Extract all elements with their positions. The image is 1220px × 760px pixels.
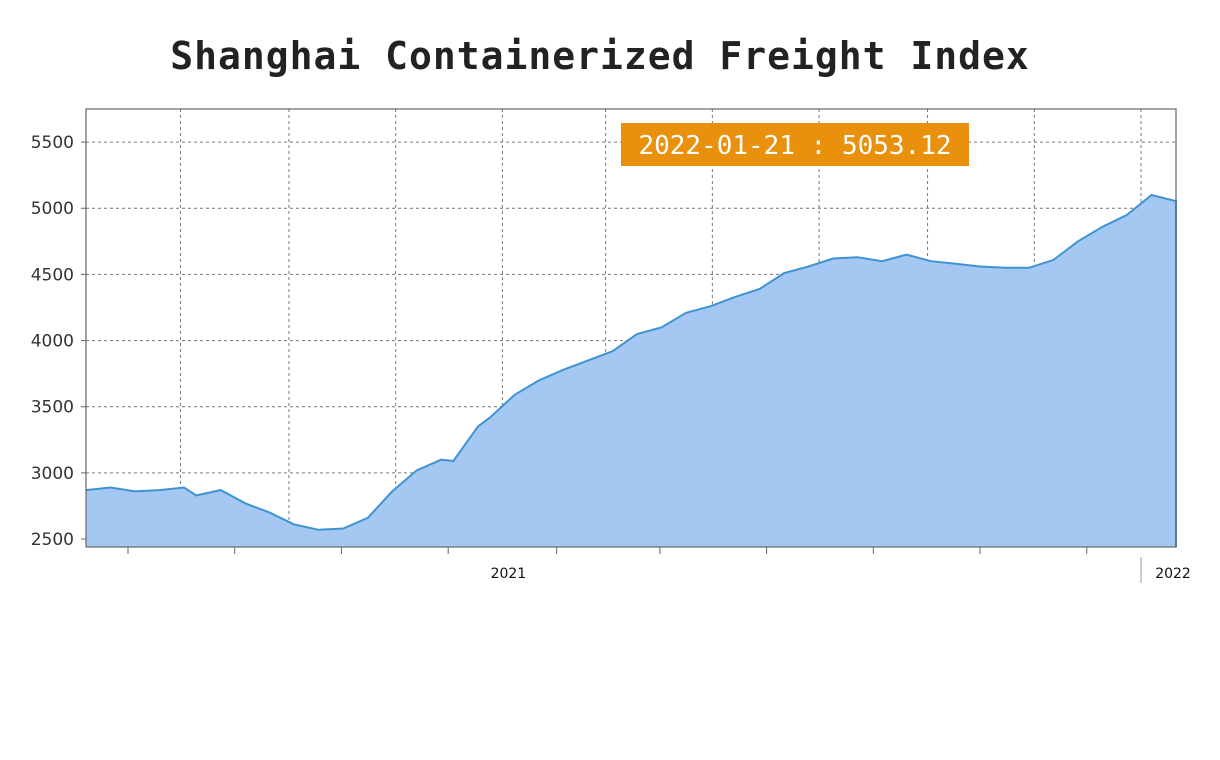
- area-series-line: [85, 193, 1177, 547]
- value-tooltip-background: [621, 123, 969, 166]
- y-axis: 2500 3000 3500 4000 4500 5000 5500: [31, 133, 86, 550]
- value-tooltip-label: 2022-01-21 : 5053.12: [638, 131, 951, 161]
- x-axis: 2021 2022: [127, 547, 1191, 583]
- y-tick-label: 2500: [31, 530, 74, 550]
- x-year-label: 2022: [1155, 566, 1191, 582]
- plot-frame: [85, 108, 1177, 548]
- area-series-fill: [86, 195, 1176, 547]
- y-tick-label: 5500: [31, 133, 74, 153]
- x-year-label: 2021: [491, 566, 527, 582]
- chart-title: Shanghai Containerized Freight Index: [170, 34, 1030, 78]
- value-tooltip: 2022-01-21 : 5053.12: [621, 123, 969, 166]
- y-tick-label: 4000: [31, 332, 74, 352]
- y-tick-label: 3000: [31, 464, 74, 484]
- y-tick-label: 3500: [31, 398, 74, 418]
- y-tick-label: 5000: [31, 199, 74, 219]
- y-tick-label: 4500: [31, 265, 74, 285]
